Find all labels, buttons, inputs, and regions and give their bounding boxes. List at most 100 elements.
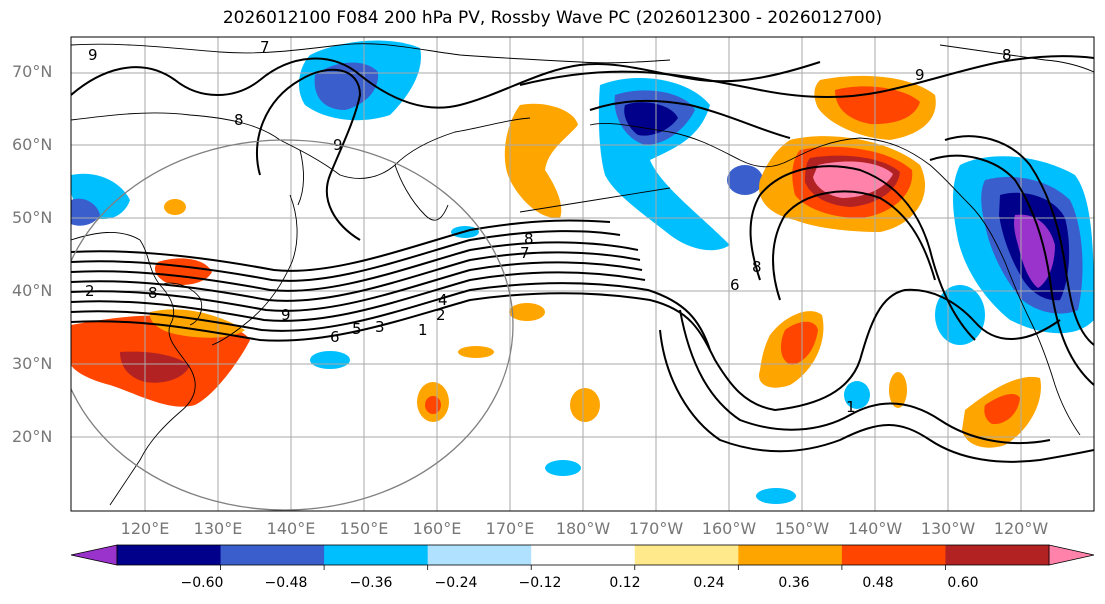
map-frame xyxy=(70,36,1095,512)
contour-label: 8 xyxy=(148,284,158,302)
colorbar-extend-high xyxy=(1048,544,1095,566)
anomaly-blue-dot3 xyxy=(844,381,870,409)
figure-title: 2026012100 F084 200 hPa PV, Rossby Wave … xyxy=(222,8,883,28)
anomaly-blue-dot4 xyxy=(545,460,581,476)
colorbar-tick-label: 0.24 xyxy=(693,575,725,591)
colorbar-tick-label: 0.36 xyxy=(778,575,810,591)
contour-label: 9 xyxy=(88,46,98,64)
contour-ridge-2 xyxy=(772,190,936,301)
anomaly-red-midpac xyxy=(780,321,818,365)
reference-circle xyxy=(71,139,514,511)
lon-label-170e: 170°E xyxy=(485,519,535,538)
contour-upper-3 xyxy=(519,55,1094,99)
colorbar-segment xyxy=(324,545,429,565)
lon-label-140w: 140°W xyxy=(847,519,903,538)
colorbar-segment xyxy=(738,545,843,565)
coast-sakhalin xyxy=(297,149,304,206)
anomaly-red-southeast xyxy=(984,394,1020,425)
contour-trough-2 xyxy=(929,154,1094,386)
anomaly-orange-dot4 xyxy=(458,346,494,358)
colorbar-tick-label: 0.48 xyxy=(862,575,894,591)
lon-label-160e: 160°E xyxy=(412,519,462,538)
coastlines xyxy=(71,43,1094,506)
lat-label-30n: 30°N xyxy=(12,354,53,373)
anomaly-orange-small1 xyxy=(164,199,186,215)
lon-label-150w: 150°W xyxy=(774,519,830,538)
coast-na-west xyxy=(969,204,1081,436)
coast-canada-arctic xyxy=(939,44,1094,73)
coast-east-asia xyxy=(71,231,196,506)
anomaly-blue-dot5 xyxy=(756,488,796,504)
contour-upper-1 xyxy=(71,57,821,109)
anomaly-orange-dot2 xyxy=(570,388,600,422)
contour-jet-5 xyxy=(71,251,641,302)
lon-label-120w: 120°W xyxy=(993,519,1049,538)
coast-kamchatka xyxy=(394,164,449,221)
lat-label-60n: 60°N xyxy=(12,135,53,154)
contour-jet-2 xyxy=(71,282,711,351)
colorbar xyxy=(70,544,1095,570)
map-area: 9 8 9 8 7 6 8 9 8 6 5 4 3 2 1 2 1 7 8 9 xyxy=(71,37,1094,511)
contour-label: 5 xyxy=(352,320,362,338)
lat-label-70n: 70°N xyxy=(12,62,53,81)
colorbar-tick-label: 0.12 xyxy=(609,575,641,591)
anomaly-blue-north-core xyxy=(314,62,379,110)
colorbar-segment xyxy=(634,545,739,565)
colorbar-tick-label: −0.60 xyxy=(180,575,224,591)
anomaly-blue-dot6 xyxy=(935,285,985,345)
lon-label-120e: 120°E xyxy=(120,519,170,538)
colorbar-segment xyxy=(945,545,1050,565)
coast-siberia xyxy=(71,112,531,179)
lon-label-130e: 130°E xyxy=(193,519,243,538)
anomaly-orange-dot5 xyxy=(889,372,907,408)
colorbar-frame xyxy=(116,544,1050,566)
lon-label-180w: 180°W xyxy=(555,519,611,538)
contour-label: 8 xyxy=(234,111,244,129)
contour-label: 2 xyxy=(85,282,95,300)
lat-label-40n: 40°N xyxy=(12,281,53,300)
colorbar-segment xyxy=(220,545,325,565)
lon-label-130w: 130°W xyxy=(920,519,976,538)
contour-label: 8 xyxy=(1002,46,1012,64)
colorbar-tick-label: 0.60 xyxy=(947,575,979,591)
contour-labels: 9 8 9 8 7 6 8 9 8 6 5 4 3 2 1 2 1 7 8 9 xyxy=(85,38,1012,416)
anomaly-shading xyxy=(71,40,1094,504)
colorbar-extend-low xyxy=(70,544,118,566)
coast-korea xyxy=(159,282,203,326)
colorbar-tick-label: −0.24 xyxy=(434,575,478,591)
contour-label: 7 xyxy=(520,244,530,262)
pv-contours xyxy=(71,55,1094,463)
colorbar-tick-label: −0.12 xyxy=(518,575,562,591)
contour-subtropic-2 xyxy=(679,309,1051,445)
anomaly-orange-bering xyxy=(504,103,578,219)
contour-trough-1 xyxy=(944,135,1094,346)
colorbar-segment xyxy=(117,545,222,565)
anomaly-darkred-east-china xyxy=(120,351,190,383)
contour-jet-6 xyxy=(71,241,639,292)
contour-label: 2 xyxy=(436,306,446,324)
colorbar-segment xyxy=(841,545,946,565)
anomaly-blue-small2 xyxy=(727,165,763,195)
contour-label: 8 xyxy=(524,230,534,248)
lat-label-50n: 50°N xyxy=(12,208,53,227)
lon-label-140e: 140°E xyxy=(266,519,316,538)
contour-label: 1 xyxy=(418,321,428,339)
contour-label: 4 xyxy=(438,291,448,309)
anomaly-blue-dot1 xyxy=(310,351,350,369)
contour-jet-7 xyxy=(71,230,621,282)
contour-label: 6 xyxy=(330,328,340,346)
coast-alaska xyxy=(589,122,971,206)
contour-label: 1 xyxy=(846,398,856,416)
lon-label-170w: 170°W xyxy=(628,519,684,538)
contour-jet-1 xyxy=(71,288,1061,412)
contour-upper-4 xyxy=(589,99,791,139)
colorbar-segment xyxy=(427,545,532,565)
coast-arctic xyxy=(71,43,671,64)
anomaly-blue-west-siberia-2 xyxy=(71,198,100,226)
contour-label: 9 xyxy=(281,306,291,324)
lon-label-150e: 150°E xyxy=(339,519,389,538)
coast-aleutians xyxy=(519,187,671,213)
lat-label-20n: 20°N xyxy=(12,427,53,446)
contour-upper-2 xyxy=(255,68,362,241)
contour-jet-8 xyxy=(71,219,611,272)
